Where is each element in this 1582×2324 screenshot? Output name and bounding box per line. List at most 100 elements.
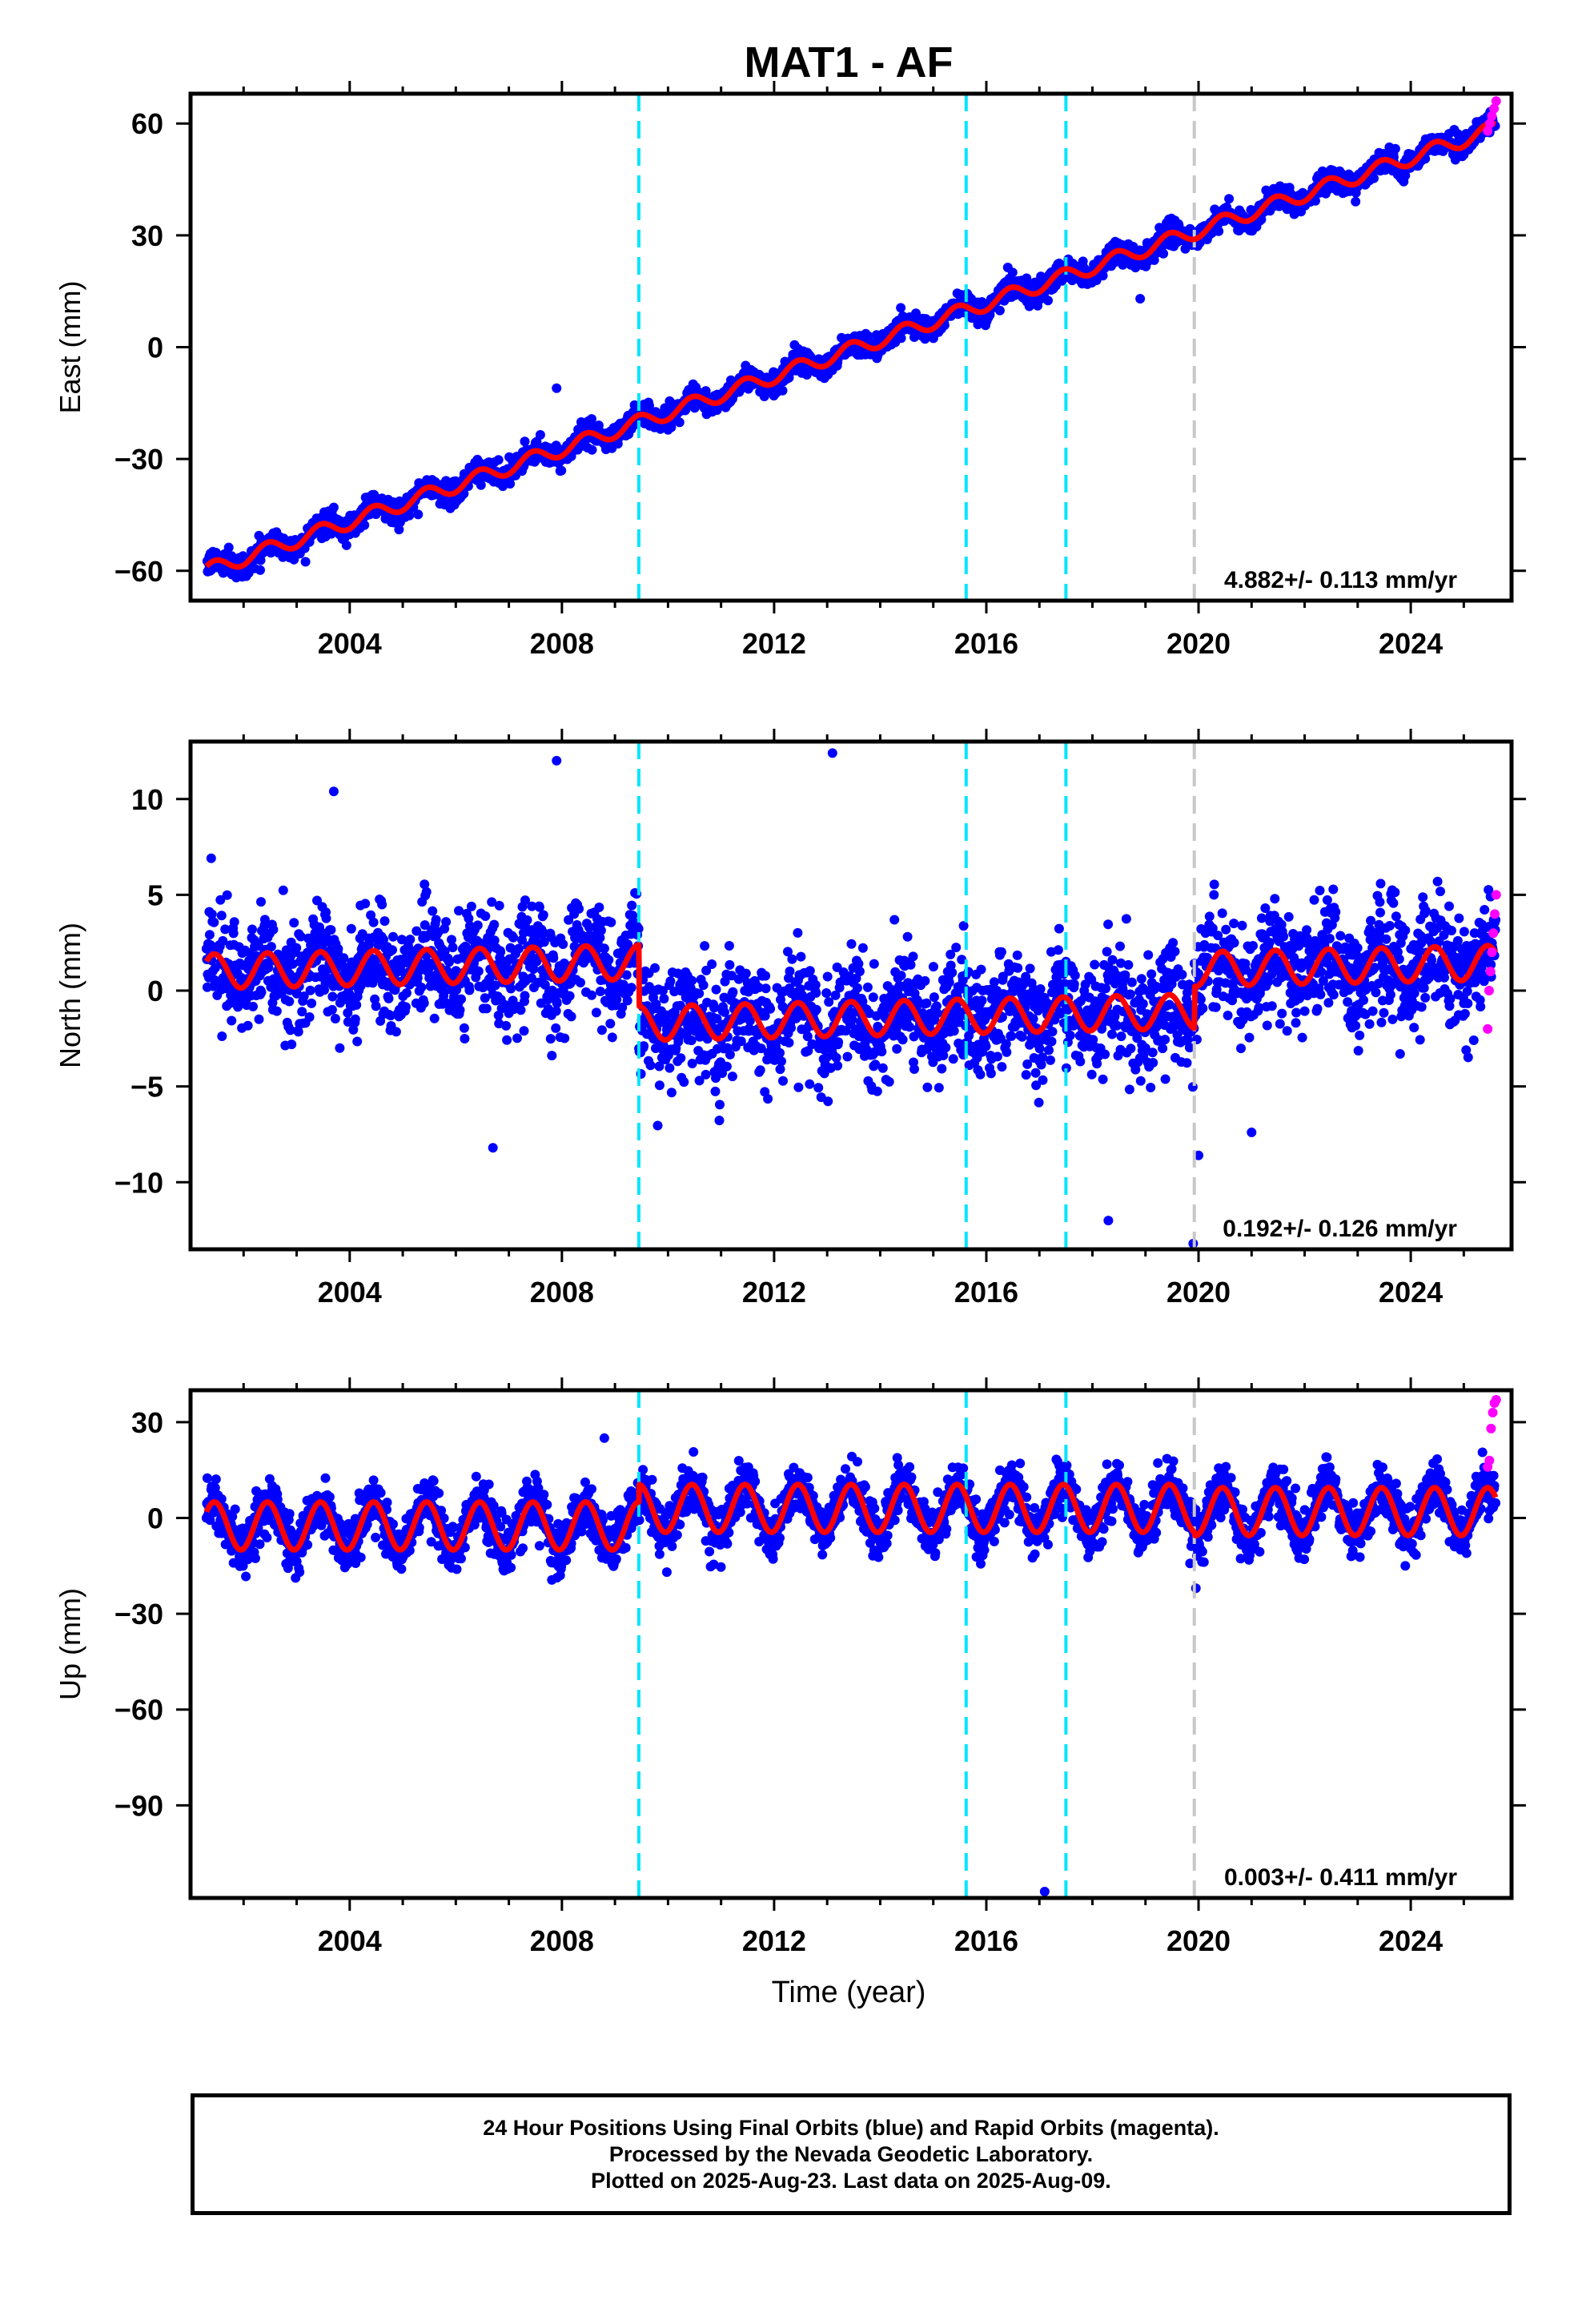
data-point	[335, 1043, 345, 1053]
data-point	[227, 1015, 237, 1026]
data-point	[476, 480, 486, 490]
data-point	[326, 925, 336, 935]
data-point	[948, 1054, 958, 1064]
data-point	[1002, 1047, 1012, 1057]
data-point	[350, 1014, 360, 1024]
data-point	[466, 901, 476, 911]
data-point	[777, 385, 788, 396]
data-point	[428, 906, 438, 916]
data-point	[896, 971, 906, 981]
data-point	[724, 941, 734, 951]
data-point	[793, 927, 803, 938]
data-point	[599, 943, 609, 954]
data-point	[1025, 963, 1035, 974]
data-point	[778, 1076, 788, 1086]
data-point	[644, 400, 654, 411]
data-point	[645, 1060, 656, 1071]
data-point	[929, 992, 939, 1003]
data-point	[305, 985, 315, 995]
data-point	[591, 1007, 601, 1018]
data-point	[216, 911, 227, 921]
data-point	[763, 1094, 773, 1104]
data-point	[721, 1061, 732, 1072]
data-point	[501, 1020, 512, 1031]
data-point	[928, 962, 938, 972]
data-point	[687, 975, 697, 986]
data-point	[400, 1002, 411, 1012]
data-point	[229, 917, 239, 927]
data-point	[255, 565, 265, 575]
data-point	[777, 1056, 786, 1067]
data-point	[920, 975, 930, 986]
data-point	[833, 1037, 844, 1047]
data-point	[368, 917, 379, 927]
final-orbit-points	[201, 853, 1501, 1131]
data-point	[947, 967, 958, 978]
data-point	[351, 999, 362, 1010]
data-point	[444, 957, 454, 967]
data-point	[996, 947, 1006, 957]
data-point	[1369, 173, 1379, 183]
data-point	[291, 943, 302, 953]
data-point	[761, 983, 771, 994]
data-point	[564, 991, 575, 1001]
data-point	[822, 971, 833, 982]
data-point	[821, 988, 832, 998]
data-point	[606, 917, 616, 927]
outlier-point	[552, 383, 562, 393]
data-point	[727, 1072, 737, 1082]
data-point	[456, 994, 466, 1004]
rapid-orbit-point	[1491, 96, 1501, 107]
data-point	[884, 1076, 894, 1087]
chart-title: MAT1 - AF	[745, 38, 954, 86]
data-point	[902, 931, 913, 942]
data-point	[209, 917, 219, 927]
data-point	[551, 1023, 561, 1033]
data-point	[992, 1051, 1002, 1062]
data-point	[304, 1012, 315, 1022]
data-point	[359, 520, 370, 530]
x-tick-label: 2024	[1379, 627, 1443, 660]
data-point	[665, 976, 676, 987]
data-point	[784, 1038, 794, 1047]
y-tick-label: −60	[114, 555, 163, 588]
y-tick-label: −30	[114, 443, 163, 476]
data-point	[811, 987, 821, 998]
data-point	[666, 1088, 677, 1098]
data-point	[594, 903, 604, 912]
data-point	[502, 1035, 512, 1045]
data-point	[548, 953, 559, 963]
data-point	[805, 1079, 815, 1089]
data-point	[877, 1047, 887, 1057]
data-point	[934, 1083, 944, 1093]
data-point	[604, 955, 614, 965]
data-point	[709, 1003, 719, 1013]
data-point	[473, 966, 484, 976]
data-point	[441, 917, 452, 927]
data-point	[545, 1034, 556, 1044]
data-point	[811, 1004, 821, 1015]
data-point	[725, 959, 735, 970]
data-point	[228, 928, 239, 939]
rate-label: 4.882+/- 0.113 mm/yr	[1224, 567, 1457, 593]
data-point	[271, 1006, 282, 1016]
data-point	[741, 968, 751, 979]
data-point	[908, 951, 918, 962]
data-point	[652, 1120, 663, 1131]
outlier-point	[1135, 293, 1146, 304]
data-point	[383, 993, 394, 1003]
data-point	[401, 988, 412, 998]
data-point	[869, 959, 879, 969]
y-axis-label: East (mm)	[54, 281, 86, 414]
data-point	[921, 998, 932, 1008]
data-point	[587, 444, 597, 455]
data-point	[607, 1032, 617, 1043]
data-point	[1013, 963, 1023, 973]
data-point	[793, 1082, 804, 1092]
data-point	[650, 963, 660, 973]
data-point	[284, 996, 295, 1007]
data-point	[659, 994, 669, 1004]
outlier-point	[328, 502, 339, 513]
data-point	[538, 910, 548, 920]
data-point	[346, 923, 356, 934]
